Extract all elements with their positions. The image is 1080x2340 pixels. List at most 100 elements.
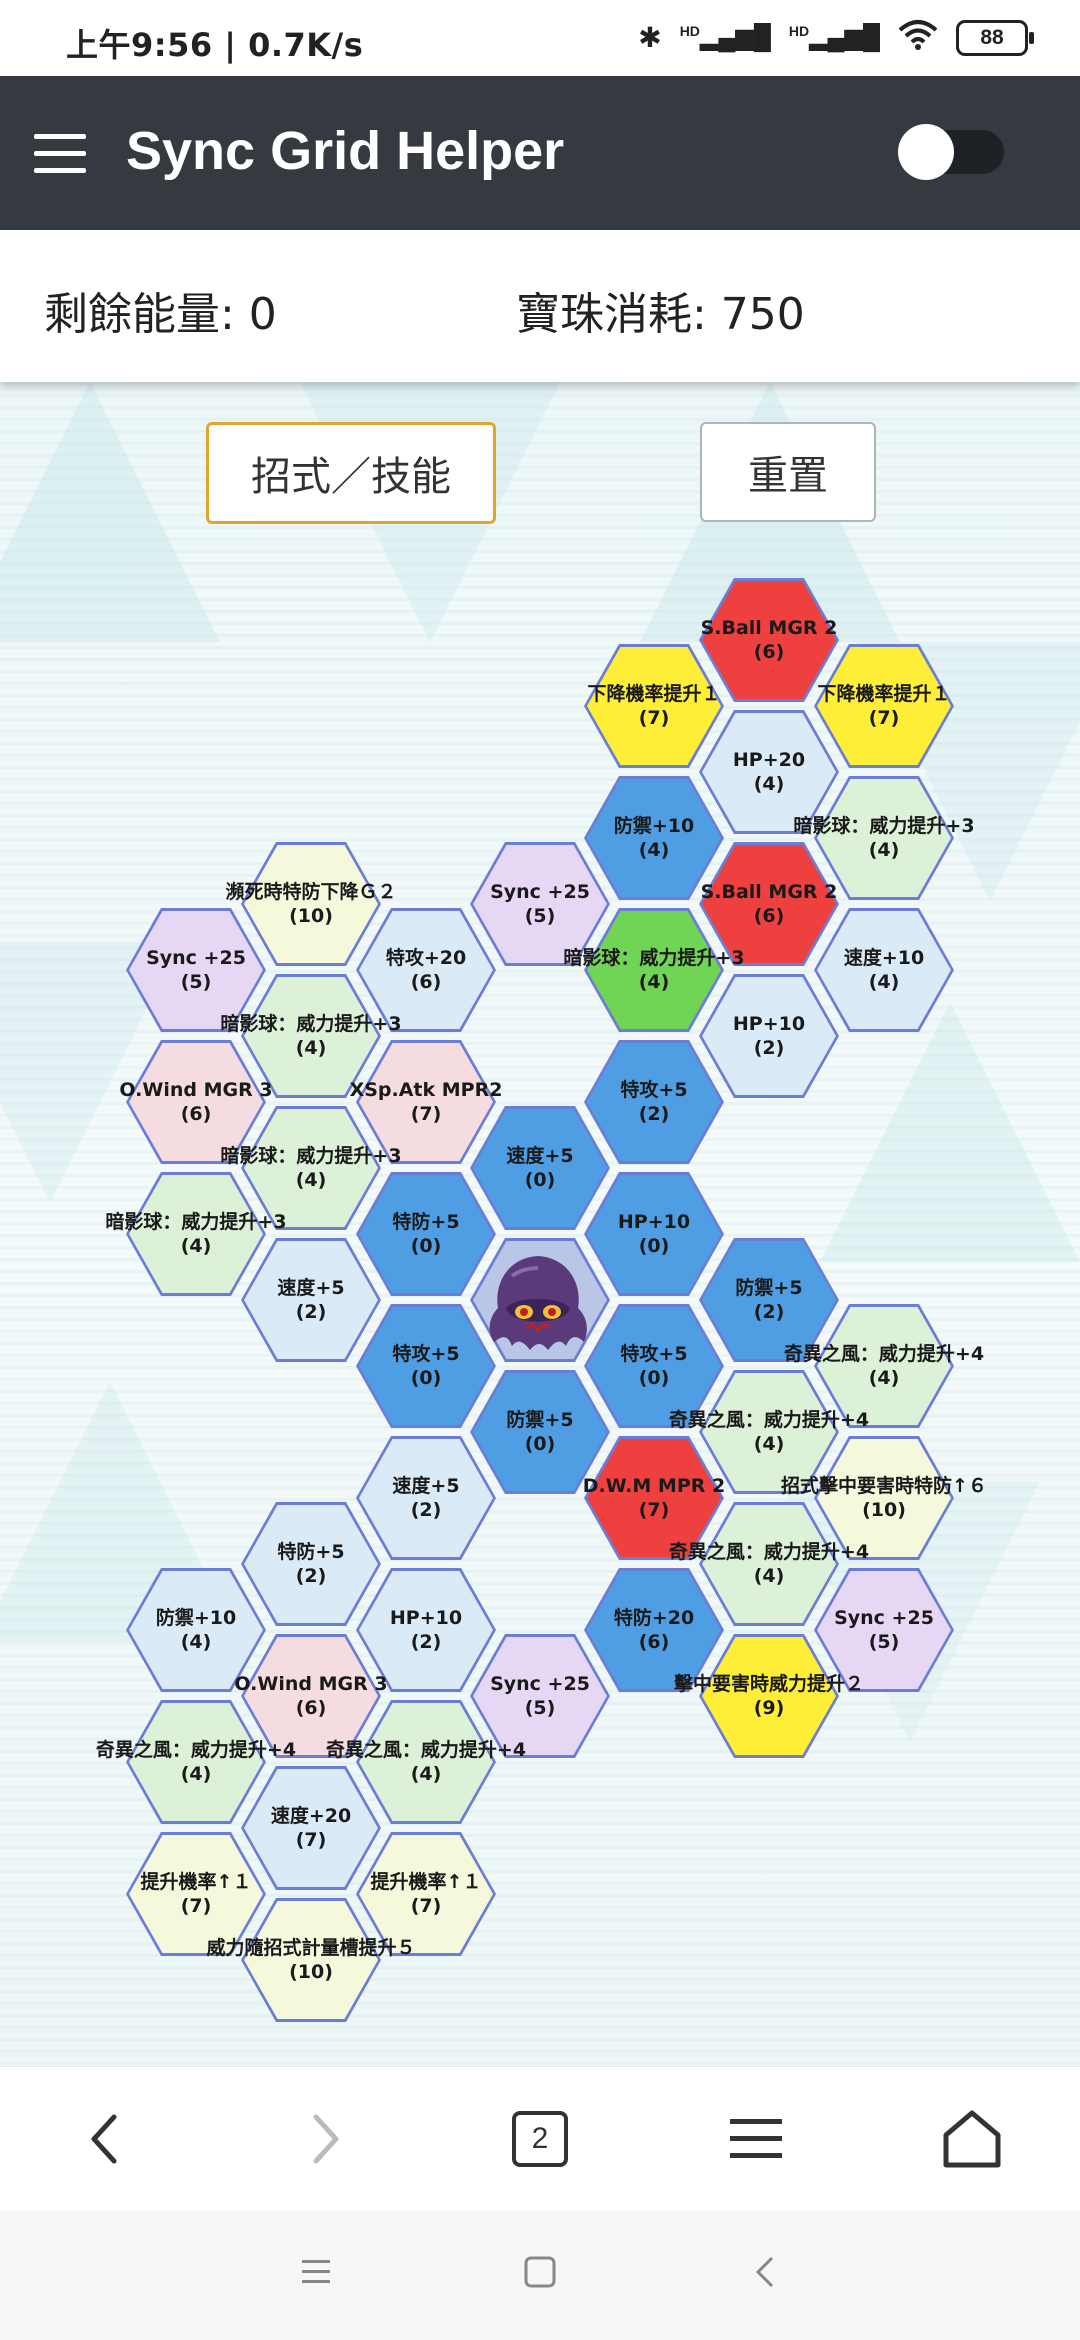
- grid-tile[interactable]: [241, 1634, 381, 1758]
- hex-fill: [702, 1373, 836, 1491]
- browser-menu-icon[interactable]: [720, 2103, 792, 2175]
- theme-toggle[interactable]: [898, 124, 1004, 180]
- grid-tile[interactable]: [584, 1436, 724, 1560]
- hex-fill: [244, 977, 378, 1095]
- grid-tile[interactable]: [241, 1238, 381, 1362]
- wifi-icon: [898, 18, 938, 57]
- hex-fill: [817, 647, 951, 765]
- hex-fill: [587, 911, 721, 1029]
- hex-fill: [359, 1439, 493, 1557]
- system-home-icon[interactable]: [522, 2254, 558, 2295]
- forward-icon[interactable]: [290, 2103, 362, 2175]
- grid-tile[interactable]: [584, 1568, 724, 1692]
- grid-tile[interactable]: [356, 1040, 496, 1164]
- hex-fill: [817, 911, 951, 1029]
- hex-fill: [244, 1241, 378, 1359]
- grid-tile[interactable]: [241, 1502, 381, 1626]
- center-pokemon-tile[interactable]: [470, 1238, 610, 1362]
- grid-tile[interactable]: [241, 1106, 381, 1230]
- grid-tile[interactable]: [699, 842, 839, 966]
- hex-fill: [587, 1175, 721, 1293]
- grid-tile[interactable]: [584, 908, 724, 1032]
- tabs-button[interactable]: 2: [504, 2103, 576, 2175]
- remaining-energy: 剩餘能量: 0: [44, 289, 277, 340]
- hex-fill: [129, 1835, 263, 1953]
- hex-fill: [587, 1307, 721, 1425]
- hex-fill: [129, 1043, 263, 1161]
- moves-skills-button[interactable]: 招式／技能: [206, 422, 496, 524]
- grid-tile[interactable]: [356, 1304, 496, 1428]
- grid-tile[interactable]: [814, 908, 954, 1032]
- grid-tile[interactable]: [356, 1832, 496, 1956]
- hex-fill: [702, 1637, 836, 1755]
- signal-hd-label: HD: [679, 23, 700, 39]
- signal-hd-label-2: HD: [788, 23, 810, 39]
- hex-fill: [359, 1043, 493, 1161]
- hex-fill: [129, 1571, 263, 1689]
- grid-tile[interactable]: [356, 1568, 496, 1692]
- hex-fill: [702, 713, 836, 831]
- grid-tile[interactable]: [584, 644, 724, 768]
- hex-fill: [702, 977, 836, 1095]
- grid-tile[interactable]: [356, 1700, 496, 1824]
- hex-fill: [359, 911, 493, 1029]
- hex-fill: [817, 1571, 951, 1689]
- home-icon[interactable]: [936, 2103, 1008, 2175]
- grid-tile[interactable]: [356, 1436, 496, 1560]
- grid-tile[interactable]: [356, 1172, 496, 1296]
- hex-fill: [702, 845, 836, 963]
- hex-fill: [359, 1835, 493, 1953]
- hex-fill: [587, 647, 721, 765]
- grid-tile[interactable]: [699, 1370, 839, 1494]
- grid-tile[interactable]: [241, 1766, 381, 1890]
- status-icons: ✱ HD▂▄▆█ HD▂▄▆█ 88: [638, 18, 1034, 57]
- grid-tile[interactable]: [699, 1502, 839, 1626]
- grid-tile[interactable]: [241, 842, 381, 966]
- grid-tile[interactable]: [126, 1568, 266, 1692]
- grid-tile[interactable]: [699, 974, 839, 1098]
- hex-fill: [702, 1505, 836, 1623]
- grid-tile[interactable]: [356, 908, 496, 1032]
- grid-tile[interactable]: [470, 1634, 610, 1758]
- hex-fill: [587, 1571, 721, 1689]
- hex-fill: [359, 1571, 493, 1689]
- grid-tile[interactable]: [814, 1304, 954, 1428]
- hex-fill: [359, 1307, 493, 1425]
- hamburger-menu-icon[interactable]: [34, 134, 86, 174]
- back-icon[interactable]: [68, 2103, 140, 2175]
- grid-tile[interactable]: [584, 776, 724, 900]
- hex-fill: [473, 1109, 607, 1227]
- grid-tile[interactable]: [126, 1832, 266, 1956]
- grid-tile[interactable]: [584, 1304, 724, 1428]
- reset-button[interactable]: 重置: [700, 422, 876, 522]
- grid-tile[interactable]: [470, 1370, 610, 1494]
- grid-tile[interactable]: [814, 644, 954, 768]
- recents-icon[interactable]: [298, 2254, 334, 2295]
- grid-tile[interactable]: [814, 776, 954, 900]
- grid-tile[interactable]: [699, 578, 839, 702]
- grid-tile[interactable]: [470, 842, 610, 966]
- app-bar: Sync Grid Helper: [0, 76, 1080, 230]
- grid-tile[interactable]: [699, 1634, 839, 1758]
- hex-fill: [129, 911, 263, 1029]
- grid-tile[interactable]: [584, 1040, 724, 1164]
- grid-tile[interactable]: [126, 1700, 266, 1824]
- grid-tile[interactable]: [470, 1106, 610, 1230]
- hex-fill: [129, 1175, 263, 1293]
- grid-tile[interactable]: [584, 1172, 724, 1296]
- system-back-icon[interactable]: [748, 2254, 784, 2295]
- grid-tile[interactable]: [241, 1898, 381, 2022]
- grid-tile[interactable]: [699, 710, 839, 834]
- grid-tile[interactable]: [814, 1436, 954, 1560]
- grid-tile[interactable]: [241, 974, 381, 1098]
- battery-level: 88: [980, 25, 1004, 49]
- hex-fill: [359, 1703, 493, 1821]
- tab-count: 2: [512, 2111, 568, 2167]
- grid-tile[interactable]: [699, 1238, 839, 1362]
- hex-fill: [359, 1175, 493, 1293]
- grid-tile[interactable]: [126, 908, 266, 1032]
- grid-tile[interactable]: [126, 1172, 266, 1296]
- grid-tile[interactable]: [126, 1040, 266, 1164]
- grid-tile[interactable]: [814, 1568, 954, 1692]
